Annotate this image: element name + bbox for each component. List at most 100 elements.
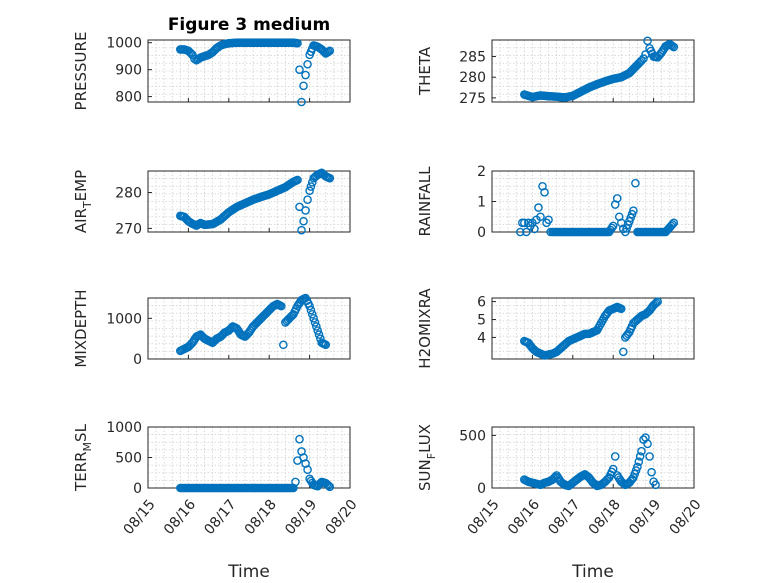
y-tick-label: 900 [115,63,142,79]
data-point [631,178,640,188]
y-tick-label: 0 [133,481,142,497]
data-point [322,480,332,489]
x-axis-label: Time [227,562,270,582]
data-point [185,47,195,57]
data-point [286,312,296,322]
data-point [634,457,644,467]
data-point [291,477,300,487]
data-point [314,330,324,339]
data-point [668,220,677,229]
data-point [607,223,617,233]
x-tick-label: 08/17 [545,497,583,538]
x-tick-label: 08/15 [121,497,159,538]
data-point [616,304,626,314]
subplot-8: 0 500 08/15 08/16 08/17 08/18 08/19 08/20 Time SU… [416,424,705,582]
y-axis-label: MIXDEPTH [72,289,90,367]
subplot-1: 800 900 1000 PRESSURE Figure 3 medium [72,15,351,111]
data-point [623,329,633,339]
x-tick-label: 08/16 [161,497,199,538]
y-tick-label: 280 [459,70,486,86]
y-tick-label: 0 [477,225,486,241]
data-point [643,439,652,449]
data-point [306,305,316,315]
data-point [295,434,304,444]
y-tick-label: 280 [115,186,142,202]
y-axis-label: SUNFLUX [416,424,438,491]
y-tick-label: 1000 [106,36,142,52]
data-point [549,473,559,483]
y-tick-label: 4 [477,330,486,346]
data-point [669,218,679,228]
data-point [321,340,331,350]
data-point [653,297,662,306]
subplot-2: 275 280 285 THETA [416,36,695,107]
data-point [309,314,318,323]
data-point [325,482,335,492]
axes-box [147,297,351,360]
y-tick-label: 1000 [106,311,142,327]
subplot-7: 0 500 1000 08/15 08/16 08/17 08/18 08/19 08/20 Ti… [72,420,361,582]
data-point [301,206,310,215]
data-point [637,56,646,65]
data-point [515,227,525,237]
data-point [316,334,325,343]
data-point [305,301,314,311]
x-tick-label: 08/19 [626,497,664,538]
data-point [301,70,310,80]
y-tick-label: 500 [459,428,486,444]
data-point [610,452,620,461]
data-point [536,212,545,222]
data-point [634,59,644,68]
data-point [608,464,618,474]
data-point [645,452,654,461]
y-tick-label: 285 [459,50,486,66]
data-point [530,224,539,234]
x-axis-label: Time [571,562,614,582]
subplot-3: 270 280 AIRTEMP [72,168,351,237]
data-point [651,298,661,308]
data-point [540,188,549,197]
y-tick-label: 0 [477,481,486,497]
data-point [602,475,611,485]
y-tick-label: 270 [115,221,142,237]
data-point [651,480,660,490]
data-point [295,202,304,212]
data-point [305,186,314,196]
data-point [637,446,646,456]
data-point [325,46,335,56]
subplot-5: 0 1000 MIXDEPTH [72,289,351,368]
y-tick-label: 1000 [106,420,142,436]
x-tick-label: 08/17 [201,497,239,538]
data-point [297,225,306,235]
data-point [299,81,308,91]
data-point [277,301,286,311]
data-point [313,326,322,335]
data-point [303,59,312,69]
y-axis-label: TERRMSL [72,423,94,492]
data-point [522,227,531,237]
x-tick-label: 08/18 [586,497,624,538]
data-point [612,194,622,203]
y-tick-label: 500 [115,451,142,467]
data-point [295,65,304,74]
subplot-6: 45 6 H2OMIXRA [416,288,695,369]
data-point [325,173,335,183]
data-point [299,216,308,226]
y-axis-label: PRESSURE [72,32,90,111]
y-axis-label: H2OMIXRA [416,288,434,369]
data-point [303,195,312,205]
data-point [668,41,677,51]
data-point [544,215,553,225]
y-tick-label: 2 [477,164,486,180]
y-tick-label: 275 [459,91,486,107]
data-point [635,452,645,461]
data-point [669,42,679,52]
data-point [297,97,306,107]
data-point [629,206,638,215]
y-tick-label: 0 [133,352,142,368]
data-point [306,182,316,191]
data-point [312,322,321,331]
data-point [633,462,642,472]
y-axis-label: AIRTEMP [72,170,94,233]
